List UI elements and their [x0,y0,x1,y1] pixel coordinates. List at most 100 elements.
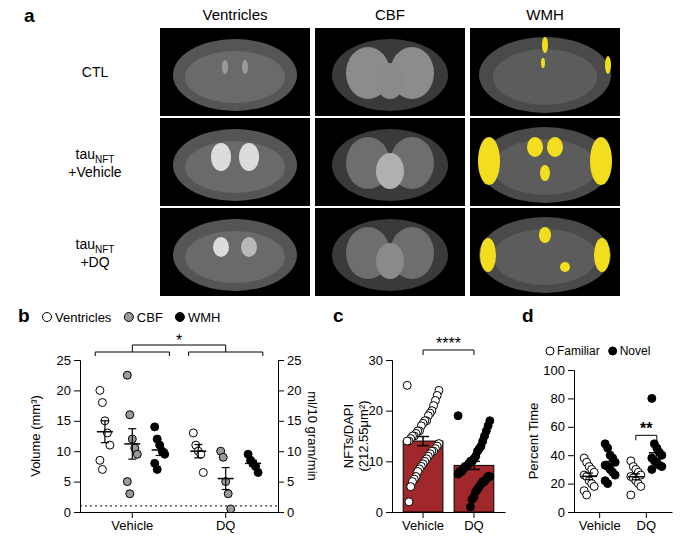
axis: 0510152025 [278,353,301,520]
axis: VehicleDQ [575,512,673,533]
legend-marker [124,313,133,322]
point [98,465,106,473]
tick-label: 30 [369,353,383,368]
row-label: CTL [82,64,109,80]
tick: 80 [551,391,574,406]
point [227,505,235,512]
axis-line [279,361,285,513]
brain [173,129,297,201]
tick-label: 5 [64,474,71,489]
tick: 10 [57,444,80,459]
panel-letter: c [333,305,344,326]
image-background [160,118,310,206]
tick-mark [473,512,474,518]
error-cap [128,428,136,429]
mri-image [470,28,620,116]
tick: 15 [57,413,80,428]
mri-image [160,208,310,296]
point [96,456,104,464]
tick-mark [599,512,600,518]
brain [479,217,611,293]
image-background [470,118,620,206]
tick: 0 [376,505,392,520]
tick-label: DQ [464,518,484,533]
error-cap [417,445,429,447]
image-background [160,208,310,296]
tick: 5 [278,474,294,489]
image-background [470,28,620,116]
error-cap [156,455,164,456]
tick-mark [278,482,284,483]
panel-letter: a [24,5,35,26]
lesion [542,37,548,53]
point [604,480,612,488]
point [123,478,131,486]
legend: VentriclesCBFWMH [43,310,221,325]
point [161,450,169,458]
tick-mark [74,360,80,361]
axis: 0 20 40 60 80 100 [543,363,574,520]
tick-label: 10 [287,444,301,459]
point [454,470,462,478]
image-region [239,143,259,171]
point [189,429,197,437]
image-region [222,60,228,74]
tick-mark [132,512,133,518]
row-label-text: tau [76,236,95,252]
tick-label: Vehicle [402,518,444,533]
image-region [185,231,285,283]
point [466,503,474,511]
axis-title: Percent Time [526,403,541,480]
row-label: +DQ [80,254,109,270]
tick: Vehicle [111,512,153,533]
tick-label: 100 [543,363,565,378]
lesion [539,227,551,243]
axis: VehicleDQ [81,512,279,533]
lesion [547,137,563,157]
tick-label: 20 [287,383,301,398]
point [96,386,104,394]
error-bar [198,445,199,458]
image-region [376,153,404,189]
point [611,471,619,479]
tick-mark [225,512,226,518]
point [126,490,134,498]
point [123,371,131,379]
tick: 30 [369,353,392,368]
image-region [242,60,248,74]
tick-label: Vehicle [111,518,153,533]
tick-label: 25 [57,353,71,368]
tick-label: 0 [287,505,294,520]
tick: 60 [551,419,574,434]
error-cap [653,446,661,447]
lesion [541,58,545,68]
tick: 20 [369,403,392,418]
legend-marker [609,347,617,355]
tick-mark [74,512,80,513]
brain [332,219,448,291]
image-background [315,28,465,116]
lesion [594,238,610,272]
point [224,490,232,498]
lesion [478,137,500,185]
bar [403,441,443,512]
legend-marker [546,347,554,355]
tick-label: 0 [558,505,565,520]
axis-line [575,512,673,513]
tick-label: 40 [551,448,565,463]
legend-label: Ventricles [55,310,112,325]
point [405,498,413,506]
tick: 40 [551,448,574,463]
point [627,491,635,499]
brain [332,129,448,201]
legend-marker [175,313,184,322]
axis-line [393,512,506,513]
tick-mark [568,427,574,428]
tick-mark [278,421,284,422]
tick: 20 [551,476,574,491]
point [648,465,656,473]
mri-image [315,208,465,296]
bar [454,465,494,512]
error-bar [132,429,133,459]
plot-area [80,371,278,512]
